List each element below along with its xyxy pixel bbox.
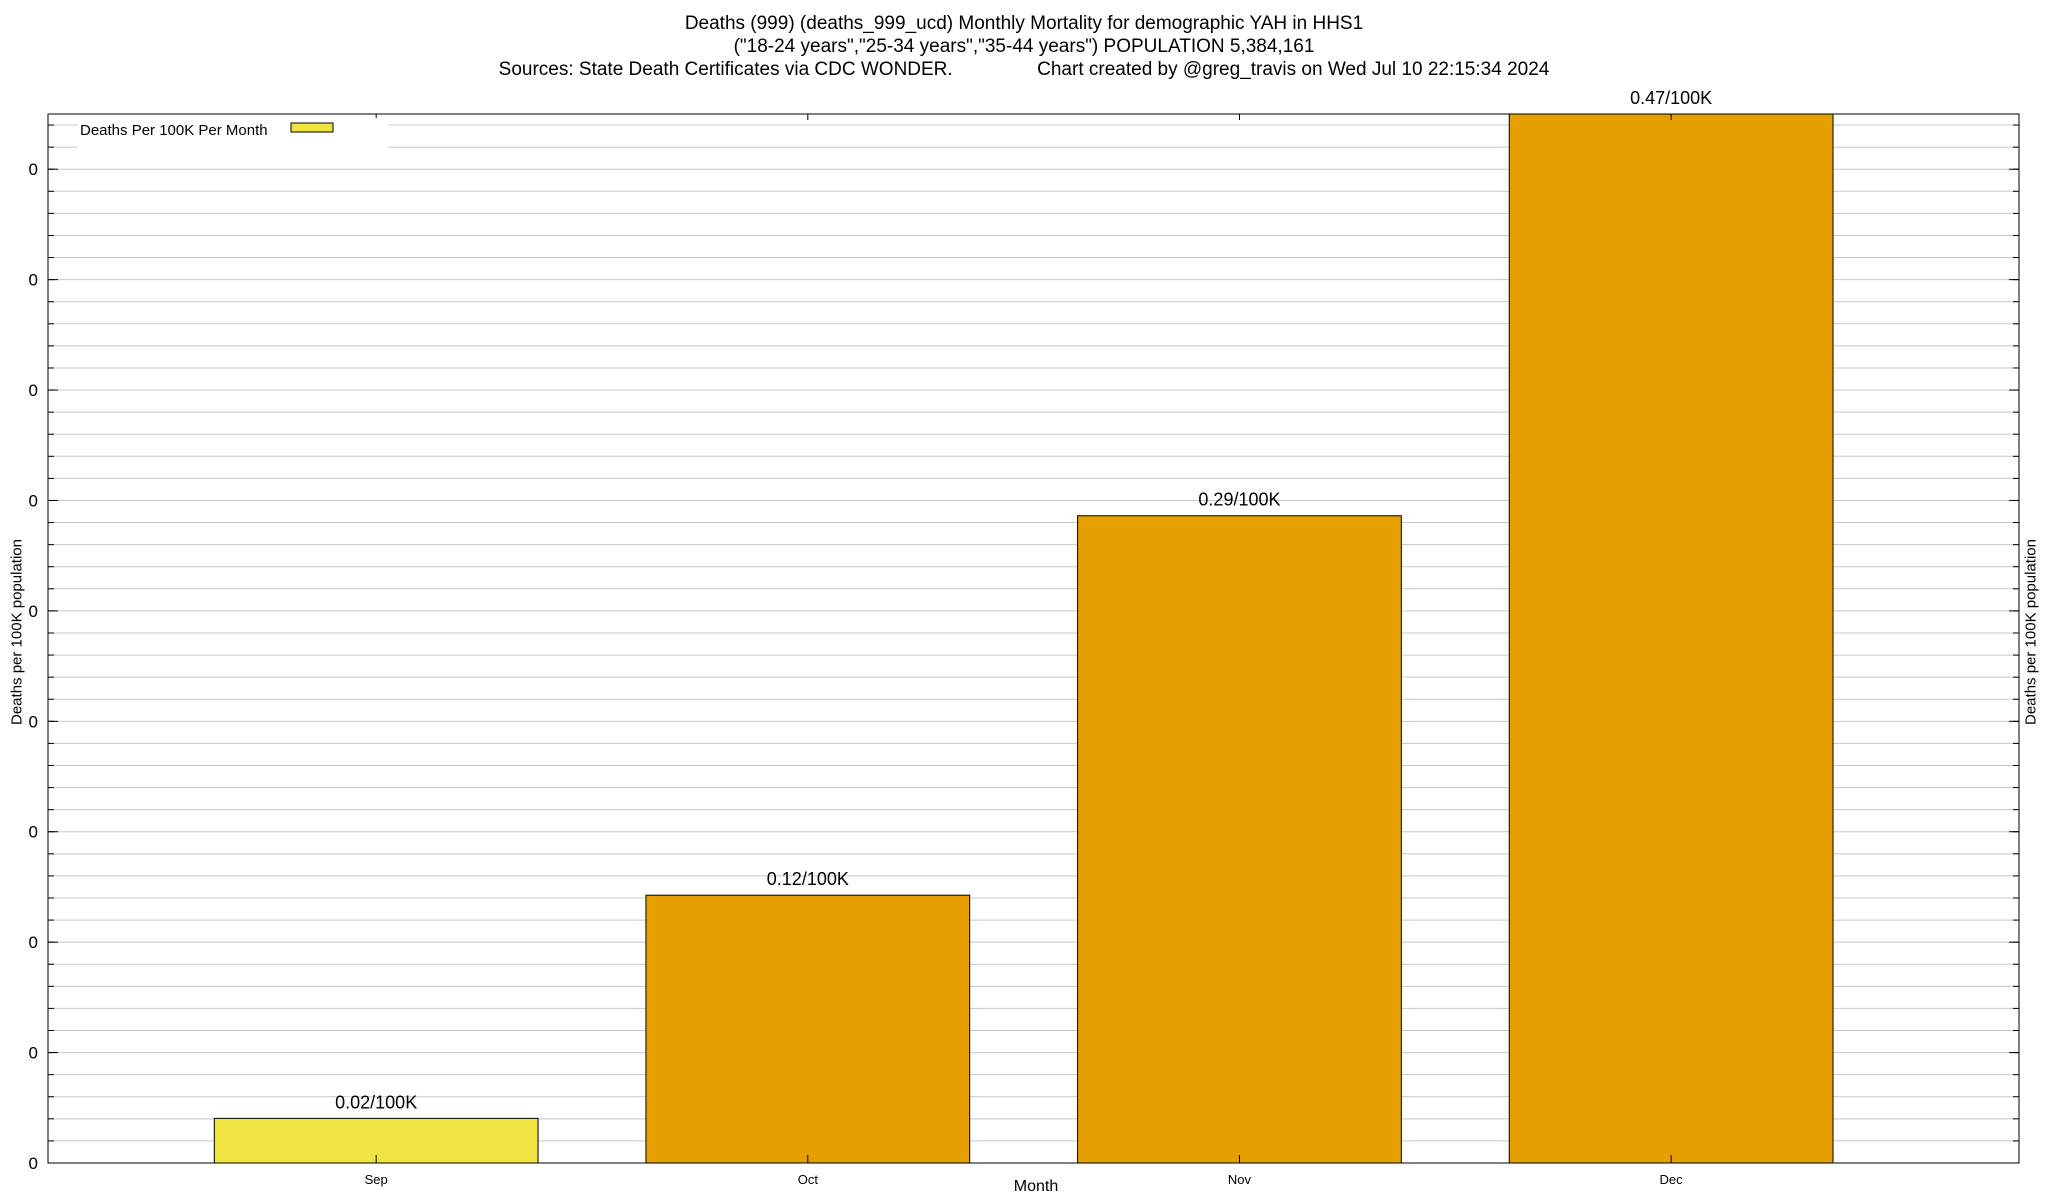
y-tick-label: 0	[29, 712, 38, 731]
y-tick-label: 0	[29, 933, 38, 952]
legend-swatch	[290, 122, 334, 133]
x-tick-label-dec: Dec	[1660, 1172, 1684, 1187]
bar-nov	[1077, 515, 1402, 1164]
y-tick-label: 0	[29, 602, 38, 621]
y-tick-label: 0	[29, 381, 38, 400]
y-tick-label: 0	[29, 160, 38, 179]
y-tick-label: 0	[29, 1154, 38, 1173]
y-axis-label-right: Deaths per 100K population	[2022, 539, 2040, 725]
y-axis-label-left: Deaths per 100K population	[8, 539, 26, 725]
x-axis-label: Month	[1013, 1178, 1059, 1195]
title-line-2: ("18-24 years","25-34 years","35-44 year…	[733, 36, 1315, 57]
y-tick-label: 0	[29, 1044, 38, 1063]
bar-dec	[1508, 113, 1834, 1164]
y-tick-label: 0	[29, 823, 38, 842]
bar-oct	[645, 894, 971, 1164]
title-line-1: Deaths (999) (deaths_999_ucd) Monthly Mo…	[684, 13, 1364, 34]
y-tick-label: 0	[29, 271, 38, 290]
legend-background	[78, 118, 388, 148]
x-tick-label-nov: Nov	[1228, 1172, 1252, 1187]
legend-label: Deaths Per 100K Per Month	[80, 122, 268, 139]
data-label-sep: 0.02/100K	[335, 1092, 417, 1112]
chart-title: Deaths (999) (deaths_999_ucd) Monthly Mo…	[0, 12, 2048, 81]
x-tick-label-oct: Oct	[798, 1172, 819, 1187]
data-label-oct: 0.12/100K	[767, 869, 849, 889]
data-label-nov: 0.29/100K	[1198, 490, 1280, 510]
data-label-dec: 0.47/100K	[1630, 88, 1712, 108]
x-tick-label-sep: Sep	[365, 1172, 388, 1187]
plot-border	[47, 113, 2020, 1164]
title-line-3: Sources: State Death Certificates via CD…	[498, 59, 1550, 80]
y-tick-label: 0	[29, 491, 38, 510]
